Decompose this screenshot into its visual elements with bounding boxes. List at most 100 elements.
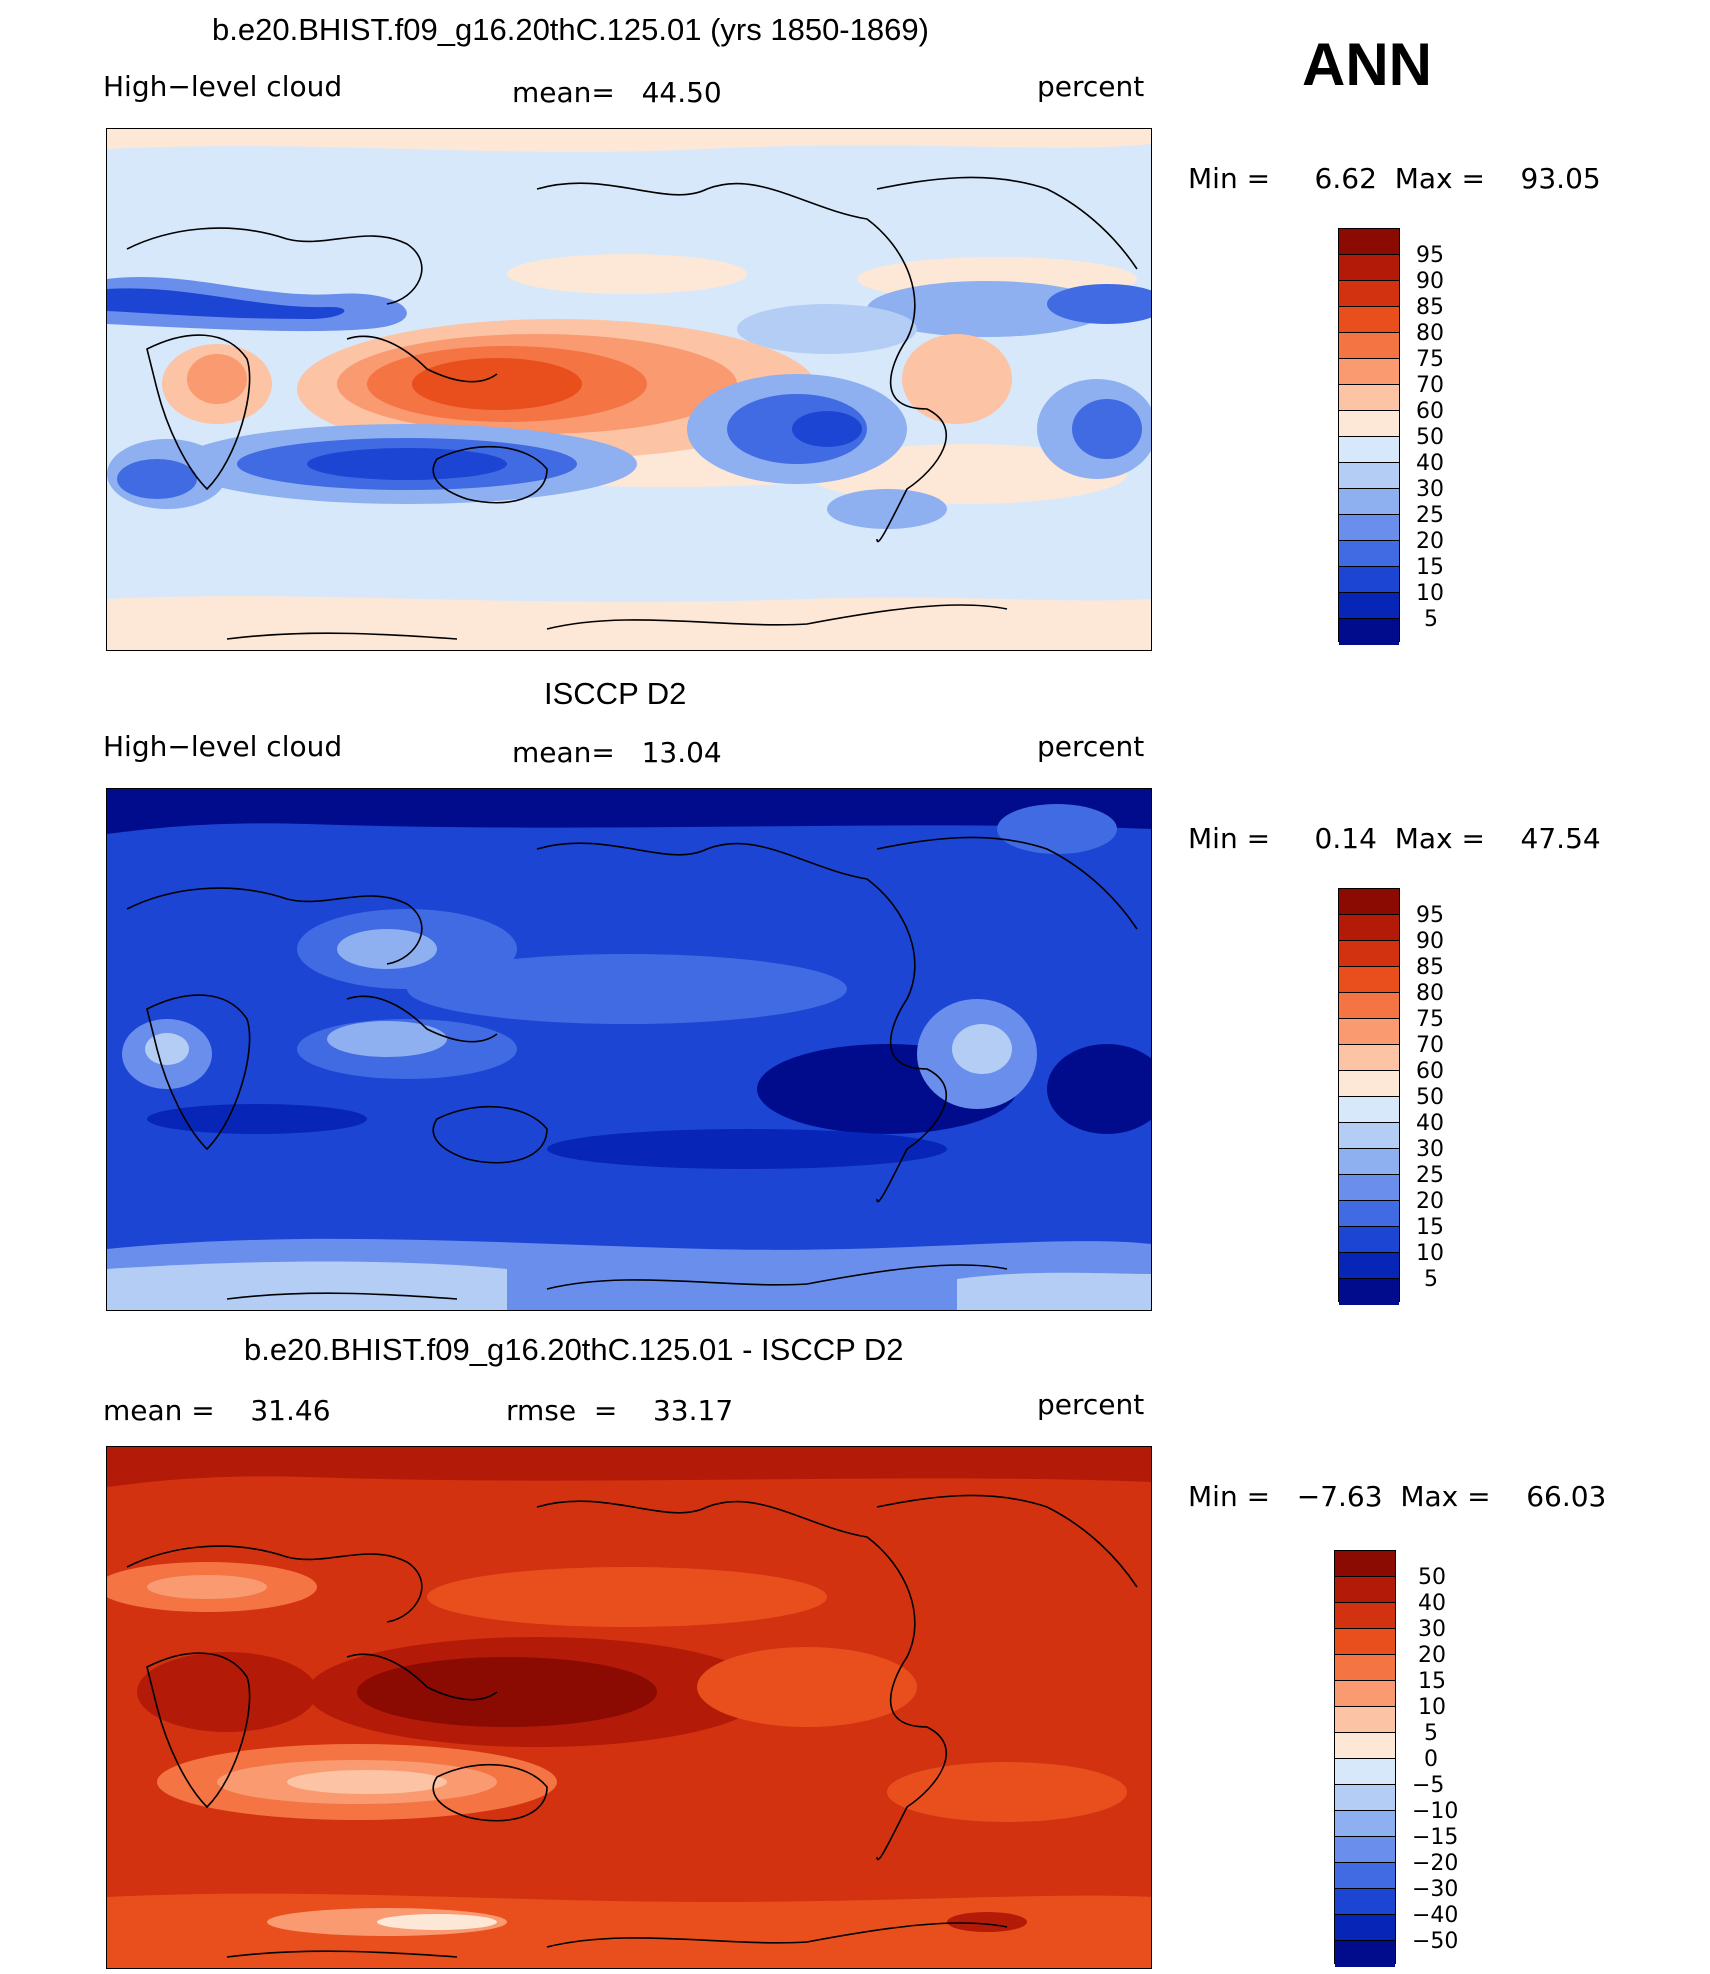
colorbar-bin [1339, 1071, 1399, 1097]
panel-minmax-label: Min = −7.63 Max = 66.03 [1188, 1480, 1607, 1513]
colorbar-tick-label: 60 [1416, 399, 1444, 424]
panel-units-label: percent [1037, 70, 1145, 103]
colorbar-tick-label: 10 [1416, 581, 1444, 606]
colorbar-tick-label: 40 [1416, 1111, 1444, 1136]
panel-units-label: percent [1037, 1388, 1145, 1421]
colorbar-bin [1339, 515, 1399, 541]
colorbar-bin [1339, 889, 1399, 915]
colorbar-tick-label: 30 [1416, 1137, 1444, 1162]
colorbar [1338, 228, 1400, 645]
colorbar-bin [1335, 1733, 1395, 1759]
colorbar-bin [1339, 411, 1399, 437]
map-plot [106, 1446, 1152, 1969]
colorbar-bin [1339, 359, 1399, 385]
colorbar-bin [1339, 1253, 1399, 1279]
colorbar-tick-label: 5 [1424, 607, 1438, 632]
colorbar-bin [1339, 567, 1399, 593]
colorbar-tick-label: 95 [1416, 903, 1444, 928]
colorbar-tick-label: 0 [1424, 1747, 1438, 1772]
colorbar-tick-label: 10 [1416, 1241, 1444, 1266]
colorbar-bin [1339, 463, 1399, 489]
colorbar-tick-label: 90 [1416, 269, 1444, 294]
colorbar-tick-label: 30 [1416, 477, 1444, 502]
colorbar-tick-label: 75 [1416, 347, 1444, 372]
colorbar [1334, 1550, 1396, 1967]
colorbar-tick-label: 30 [1418, 1617, 1446, 1642]
colorbar-bin [1339, 915, 1399, 941]
colorbar-tick-label: 95 [1416, 243, 1444, 268]
colorbar-bin [1339, 1045, 1399, 1071]
colorbar [1338, 888, 1400, 1305]
panel-mean-label: mean = 31.46 [103, 1394, 331, 1427]
colorbar-tick-label: 25 [1416, 503, 1444, 528]
colorbar-bin [1339, 255, 1399, 281]
panel-mean-label: mean= 13.04 [512, 736, 722, 769]
panel-title: b.e20.BHIST.f09_g16.20thC.125.01 - ISCCP… [244, 1332, 904, 1367]
colorbar-tick-label: 25 [1416, 1163, 1444, 1188]
colorbar-tick-label: 15 [1416, 555, 1444, 580]
panel-mean-label: mean= 44.50 [512, 76, 722, 109]
panel-title: ISCCP D2 [544, 676, 687, 711]
colorbar-tick-label: −10 [1412, 1799, 1459, 1824]
colorbar-tick-label: 75 [1416, 1007, 1444, 1032]
colorbar-bin [1339, 541, 1399, 567]
panel-minmax-label: Min = 6.62 Max = 93.05 [1188, 162, 1601, 195]
map-plot [106, 788, 1152, 1311]
colorbar-tick-label: 20 [1416, 529, 1444, 554]
colorbar-bin [1339, 385, 1399, 411]
colorbar-tick-label: 40 [1418, 1591, 1446, 1616]
colorbar-bin [1339, 619, 1399, 645]
colorbar-tick-label: 70 [1416, 1033, 1444, 1058]
colorbar-bin [1335, 1889, 1395, 1915]
colorbar-bin [1335, 1681, 1395, 1707]
colorbar-tick-label: 90 [1416, 929, 1444, 954]
colorbar-bin [1339, 1019, 1399, 1045]
colorbar-bin [1339, 993, 1399, 1019]
colorbar-tick-label: 5 [1424, 1721, 1438, 1746]
colorbar-bin [1339, 967, 1399, 993]
colorbar-tick-label: 80 [1416, 321, 1444, 346]
colorbar-bin [1339, 1175, 1399, 1201]
colorbar-bin [1339, 1097, 1399, 1123]
colorbar-tick-label: −50 [1412, 1929, 1459, 1954]
colorbar-bin [1335, 1941, 1395, 1967]
colorbar-bin [1335, 1785, 1395, 1811]
colorbar-tick-label: 50 [1418, 1565, 1446, 1590]
panel-units-label: percent [1037, 730, 1145, 763]
colorbar-bin [1339, 1227, 1399, 1253]
season-label: ANN [1302, 31, 1432, 98]
map-field [107, 129, 1151, 650]
colorbar-tick-label: 15 [1418, 1669, 1446, 1694]
colorbar-bin [1339, 1279, 1399, 1305]
panel-minmax-label: Min = 0.14 Max = 47.54 [1188, 822, 1601, 855]
colorbar-tick-label: 85 [1416, 955, 1444, 980]
colorbar-tick-label: 85 [1416, 295, 1444, 320]
colorbar-tick-label: 40 [1416, 451, 1444, 476]
colorbar-bin [1339, 489, 1399, 515]
colorbar-bin [1335, 1837, 1395, 1863]
colorbar-tick-label: 5 [1424, 1267, 1438, 1292]
colorbar-bin [1339, 437, 1399, 463]
colorbar-bin [1339, 1201, 1399, 1227]
colorbar-tick-label: −15 [1412, 1825, 1459, 1850]
map-field [107, 789, 1151, 1310]
colorbar-tick-label: 20 [1418, 1643, 1446, 1668]
panel-title: b.e20.BHIST.f09_g16.20thC.125.01 (yrs 18… [212, 12, 929, 47]
colorbar-bin [1335, 1551, 1395, 1577]
colorbar-tick-label: −20 [1412, 1851, 1459, 1876]
colorbar-tick-label: 70 [1416, 373, 1444, 398]
colorbar-tick-label: −5 [1412, 1773, 1445, 1798]
colorbar-bin [1335, 1915, 1395, 1941]
colorbar-tick-label: −30 [1412, 1877, 1459, 1902]
colorbar-tick-label: 50 [1416, 425, 1444, 450]
colorbar-bin [1335, 1577, 1395, 1603]
colorbar-tick-label: −40 [1412, 1903, 1459, 1928]
colorbar-bin [1335, 1603, 1395, 1629]
colorbar-tick-label: 10 [1418, 1695, 1446, 1720]
colorbar-bin [1335, 1655, 1395, 1681]
colorbar-bin [1335, 1863, 1395, 1889]
colorbar-bin [1339, 307, 1399, 333]
colorbar-tick-label: 80 [1416, 981, 1444, 1006]
colorbar-tick-label: 60 [1416, 1059, 1444, 1084]
colorbar-tick-label: 20 [1416, 1189, 1444, 1214]
